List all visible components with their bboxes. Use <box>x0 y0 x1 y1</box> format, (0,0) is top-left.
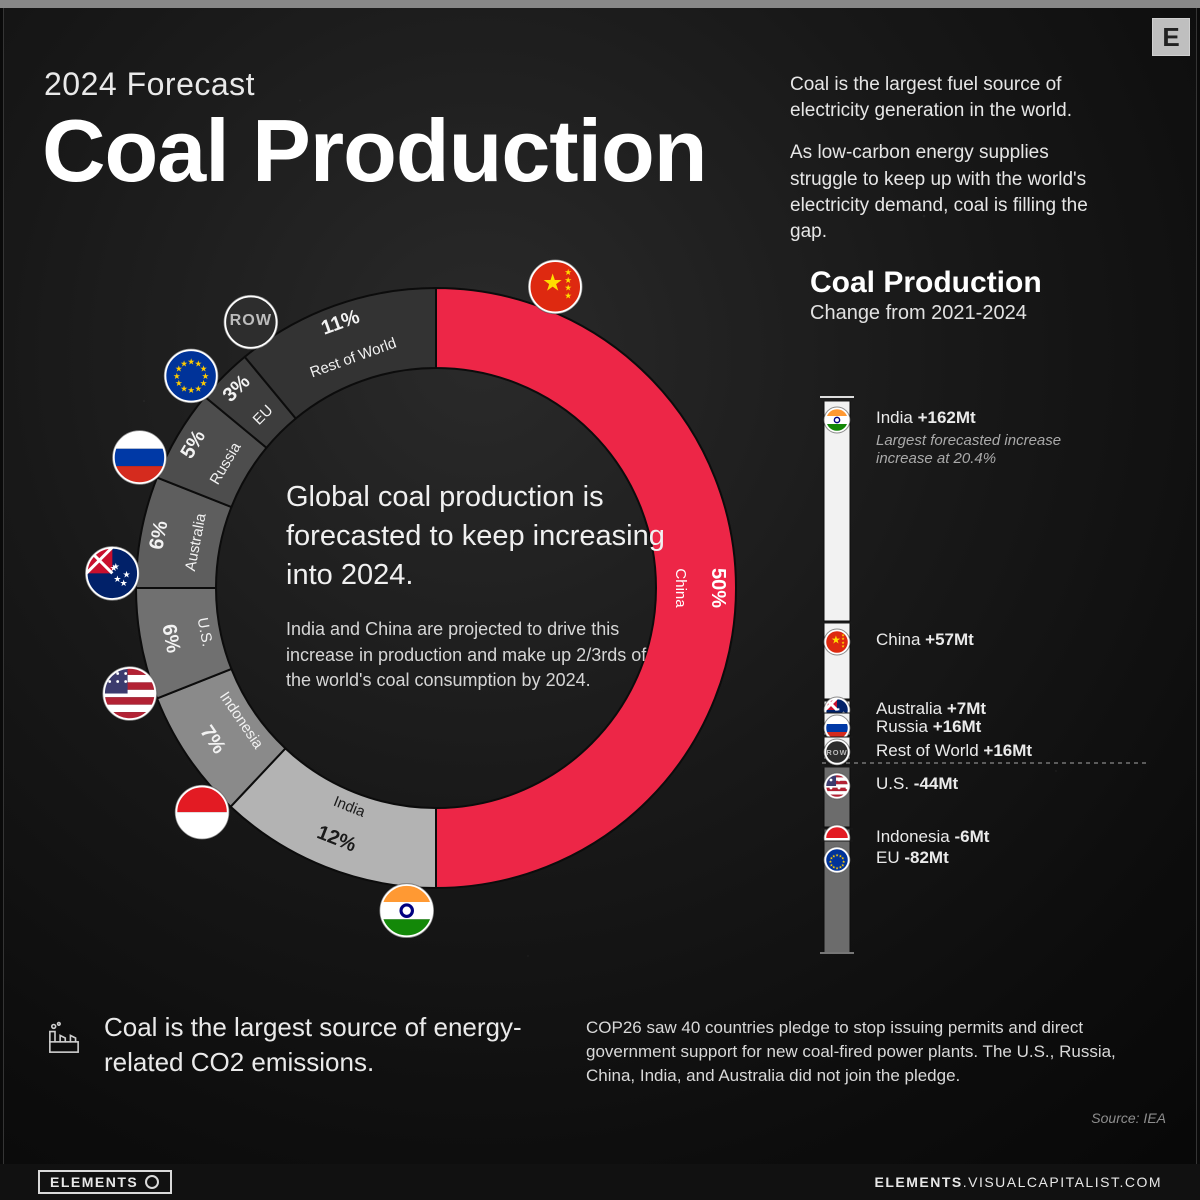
bar-label-us: U.S. -44Mt <box>876 774 959 793</box>
svg-text:★: ★ <box>832 854 836 858</box>
intro-p2: As low-carbon energy supplies struggle t… <box>790 140 1120 245</box>
bar-label-indonesia: Indonesia -6Mt <box>876 827 990 846</box>
svg-text:★: ★ <box>112 561 120 571</box>
svg-text:★: ★ <box>839 866 843 870</box>
main-title: Coal Production <box>42 100 707 202</box>
donut-chart: 50%China★★★★★12%India7%Indonesia6%U.S.6%… <box>46 238 786 938</box>
bar-label-russia: Russia +16Mt <box>876 717 982 736</box>
frame-vline-right <box>1196 8 1200 1164</box>
svg-text:★: ★ <box>841 644 845 648</box>
factory-icon <box>46 1010 82 1066</box>
bar-label-china: China +57Mt <box>876 630 974 649</box>
intro-text: Coal is the largest fuel source of elect… <box>790 72 1120 245</box>
bar-label-australia: Australia +7Mt <box>876 699 986 718</box>
change-bar-chart: Coal Production Change from 2021-2024 In… <box>810 266 1150 988</box>
slice-pct-china: 50% <box>707 568 729 608</box>
donut-sub: India and China are projected to drive t… <box>286 617 676 693</box>
source-text: Source: IEA <box>1091 1110 1166 1126</box>
bar-note-india: Largest forecasted increase <box>876 432 1061 449</box>
co2-text: Coal is the largest source of energy-rel… <box>104 1010 546 1080</box>
brand-badge: E <box>1152 18 1190 56</box>
bar-subtitle: Change from 2021-2024 <box>810 302 1150 325</box>
bar-seg-india <box>824 401 850 621</box>
bar-title: Coal Production <box>810 266 1150 300</box>
co2-callout: Coal is the largest source of energy-rel… <box>46 1010 546 1080</box>
footer-url-rest: .VISUALCAPITALIST.COM <box>963 1174 1162 1190</box>
svg-text:ROW: ROW <box>826 748 847 757</box>
footer-brand-icon <box>144 1174 160 1190</box>
svg-text:★: ★ <box>187 385 194 395</box>
bar-svg: India +162Mt Largest forecasted increasei… <box>810 343 1150 983</box>
bar-label-india: India +162Mt <box>876 408 976 427</box>
footer-brand-text: ELEMENTS <box>50 1174 138 1190</box>
svg-text:★: ★ <box>831 635 841 647</box>
svg-text:★: ★ <box>180 358 187 368</box>
svg-text:★: ★ <box>113 574 121 584</box>
donut-center-text: Global coal production is forecasted to … <box>286 478 676 693</box>
bar-label-row: Rest of World +16Mt <box>876 741 1032 760</box>
footer-bar: ELEMENTS ELEMENTS.VISUALCAPITALIST.COM <box>0 1164 1200 1200</box>
frame-vline-left <box>0 8 4 1164</box>
donut-lead: Global coal production is forecasted to … <box>286 478 676 595</box>
svg-text:increase at 20.4%: increase at 20.4% <box>876 450 996 467</box>
svg-text:★: ★ <box>542 269 563 295</box>
bar-label-eu: EU -82Mt <box>876 848 949 867</box>
footer-url: ELEMENTS.VISUALCAPITALIST.COM <box>874 1174 1162 1190</box>
eyebrow-text: 2024 Forecast <box>44 66 255 103</box>
footer-url-bold: ELEMENTS <box>874 1174 962 1190</box>
svg-text:★: ★ <box>564 290 571 300</box>
svg-text:★: ★ <box>195 383 202 393</box>
footer-brand-box: ELEMENTS <box>38 1170 172 1194</box>
svg-text:★: ★ <box>835 867 839 871</box>
cop26-text: COP26 saw 40 countries pledge to stop is… <box>586 1016 1122 1088</box>
intro-p1: Coal is the largest fuel source of elect… <box>790 72 1120 124</box>
svg-text:ROW: ROW <box>230 311 272 329</box>
infographic-frame: E 2024 Forecast Coal Production Coal is … <box>0 0 1200 1200</box>
svg-text:★: ★ <box>837 706 841 711</box>
